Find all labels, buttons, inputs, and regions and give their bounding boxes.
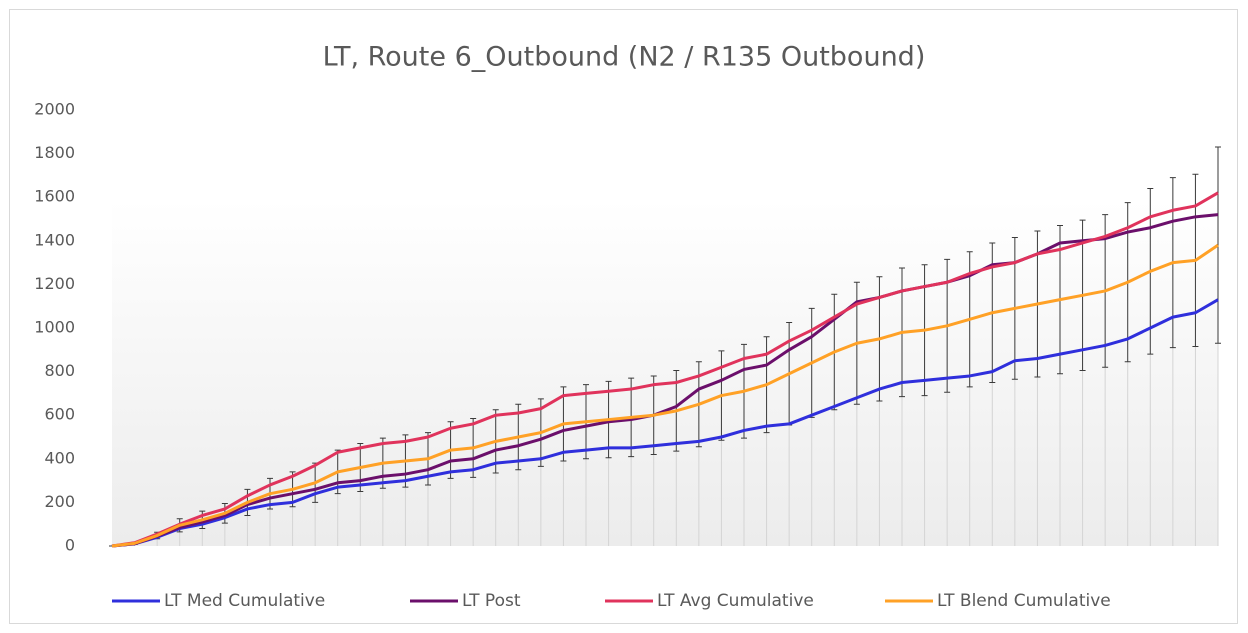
y-tick-label: 1000 (34, 318, 75, 337)
chart-title: LT, Route 6_Outbound (N2 / R135 Outbound… (323, 42, 926, 73)
y-tick-label: 800 (44, 361, 75, 380)
y-tick-label: 0 (65, 536, 75, 555)
y-tick-label: 200 (44, 492, 75, 511)
legend-label: LT Med Cumulative (164, 591, 325, 611)
y-tick-label: 600 (44, 405, 75, 424)
series-line (111, 243, 1219, 548)
legend-label: LT Avg Cumulative (657, 591, 814, 611)
y-tick-label: 2000 (34, 100, 75, 119)
y-tick-label: 1200 (34, 274, 75, 293)
y-tick-label: 400 (44, 448, 75, 467)
legend-label: LT Blend Cumulative (937, 591, 1111, 611)
y-tick-label: 1800 (34, 143, 75, 162)
legend-label: LT Post (462, 591, 521, 611)
series-line (111, 191, 1219, 548)
y-tick-label: 1400 (34, 230, 75, 249)
series-line (111, 298, 1219, 548)
y-tick-label: 1600 (34, 187, 75, 206)
